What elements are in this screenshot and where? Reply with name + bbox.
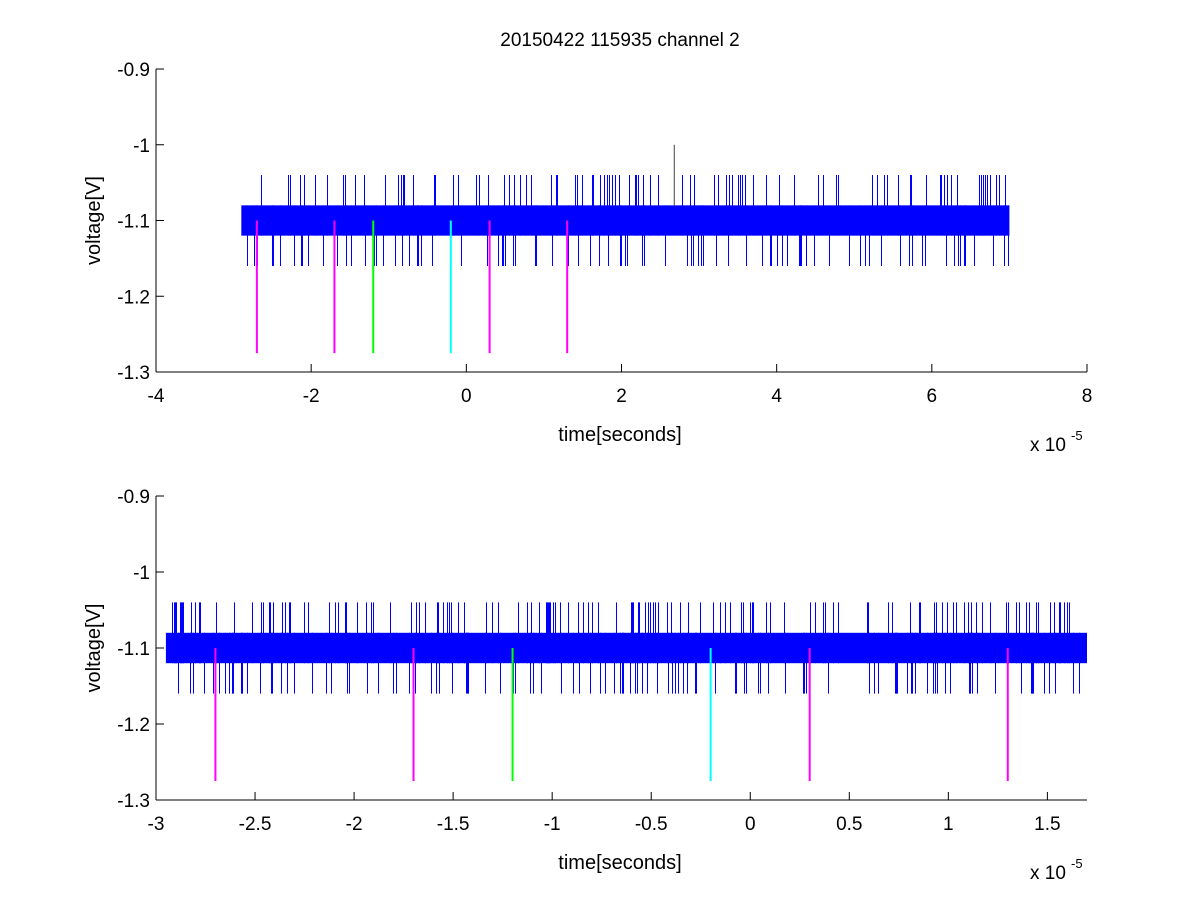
plot-1-x-tick-label-9: 1.5 [1034, 814, 1060, 835]
plot-1-x-tick-label-3: -1.5 [437, 814, 470, 835]
top-plot: -4 -2 0 2 4 6 8 -1.3 -1.2 -1.1 -1 -0.9 time[seconds]… [83, 60, 1092, 456]
figure-title: 20150422 115935 channel 2 [500, 30, 740, 51]
plot-0-y-tick-label-4: -0.9 [117, 60, 150, 81]
plot-0-x-tick-label-6: 8 [1082, 386, 1093, 407]
plot-1-y-tick-label-0: -1.3 [117, 791, 150, 812]
plot-0-y-tick-label-2: -1.1 [117, 212, 150, 233]
plot-0-x-exponent-value: -5 [1071, 428, 1083, 443]
plot-1-x-tick-label-7: 0.5 [836, 814, 862, 835]
plot-1-y-tick-label-3: -1 [133, 563, 150, 584]
plot-0-y-axis-label: voltage[V] [83, 176, 105, 265]
plot-0-y-tick-label-1: -1.2 [117, 287, 150, 308]
plot-1-x-exponent-label: x 10 [1030, 863, 1066, 884]
plot-0-x-exponent-label: x 10 [1030, 435, 1066, 456]
plot-1-x-tick-label-4: -1 [544, 814, 561, 835]
plot-0-x-tick-label-2: 0 [461, 386, 472, 407]
plot-1-x-tick-label-0: -3 [148, 814, 165, 835]
plot-1-signal-band [165, 632, 1088, 664]
plot-0-signal-band [241, 205, 1010, 236]
plot-0-x-axis-label: time[seconds] [558, 424, 681, 446]
plot-0-y-tick-label-0: -1.3 [117, 363, 150, 384]
plot-0-signal-trace [241, 144, 1010, 266]
plot-1-y-tick-label-1: -1.2 [117, 715, 150, 736]
plot-1-x-tick-label-1: -2.5 [239, 814, 272, 835]
plot-1-x-tick-label-5: -0.5 [635, 814, 668, 835]
plot-0-y-tick-label-3: -1 [133, 136, 150, 157]
plot-0-x-tick-label-1: -2 [303, 386, 320, 407]
bottom-plot: -3 -2.5 -2 -1.5 -1 -0.5 0 0.5 1 1.5 -1.3 -1.2 -1.1 -1… [83, 487, 1088, 884]
plot-1-x-tick-label-8: 1 [943, 814, 954, 835]
plot-1-x-exponent-value: -5 [1071, 856, 1083, 871]
plot-1-x-tick-label-6: 0 [745, 814, 756, 835]
plot-0-x-tick-label-3: 2 [616, 386, 627, 407]
plot-1-y-tick-label-2: -1.1 [117, 639, 150, 660]
plot-1-signal-trace [165, 602, 1088, 694]
plot-0-x-tick-label-0: -4 [148, 386, 165, 407]
plot-1-y-tick-label-4: -0.9 [117, 487, 150, 508]
plot-1-x-tick-label-2: -2 [346, 814, 363, 835]
plot-1-y-axis-label: voltage[V] [83, 604, 105, 693]
plot-0-x-tick-label-4: 4 [771, 386, 782, 407]
plot-1-x-axis-label: time[seconds] [558, 852, 681, 874]
plot-0-x-tick-label-5: 6 [927, 386, 938, 407]
